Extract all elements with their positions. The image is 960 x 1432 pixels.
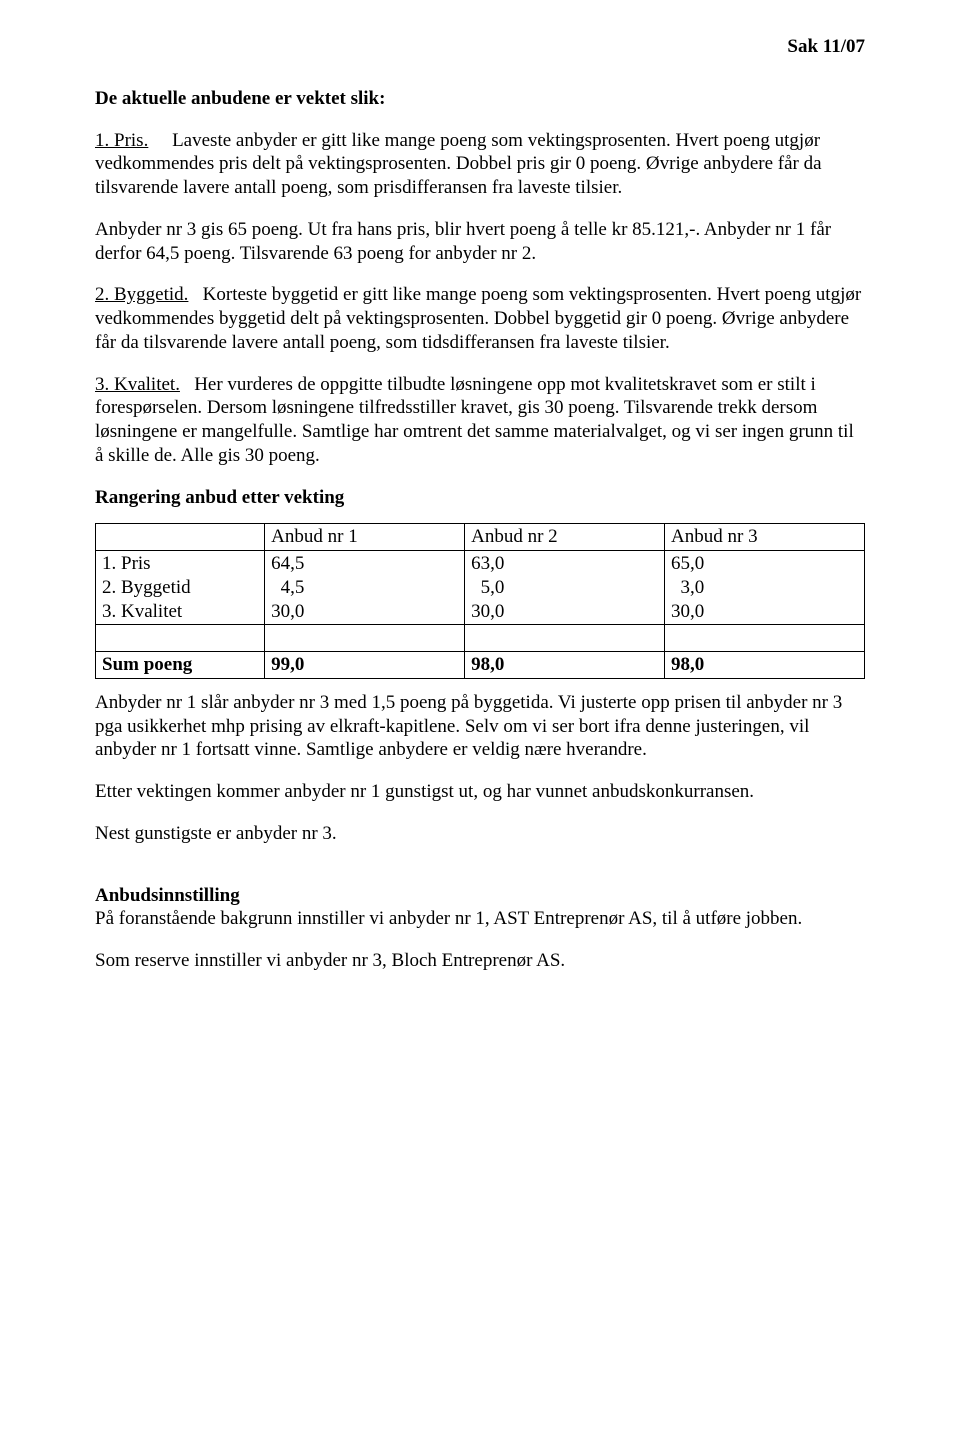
ranking-cell: 65,0 bbox=[671, 552, 858, 576]
sum-label: Sum poeng bbox=[96, 652, 265, 679]
kvalitet-text: Her vurderes de oppgitte tilbudte løsnin… bbox=[95, 374, 854, 466]
after-p3: Nest gunstigste er anbyder nr 3. bbox=[95, 822, 865, 846]
ranking-row-label-3: 3. Kvalitet bbox=[102, 600, 258, 624]
ranking-header-empty bbox=[96, 524, 265, 551]
ranking-header-col2: Anbud nr 2 bbox=[465, 524, 665, 551]
ranking-cell: 3,0 bbox=[671, 576, 858, 600]
byggetid-label: 2. Byggetid. bbox=[95, 284, 188, 305]
ranking-body-col3: 65,0 3,0 30,0 bbox=[665, 551, 865, 625]
sum-value-3: 98,0 bbox=[665, 652, 865, 679]
document-page: Sak 11/07 De aktuelle anbudene er vektet… bbox=[0, 0, 960, 1432]
byggetid-text: Korteste byggetid er gitt like mange poe… bbox=[95, 284, 861, 353]
ranking-header-col3: Anbud nr 3 bbox=[665, 524, 865, 551]
ranking-cell: 63,0 bbox=[471, 552, 658, 576]
ranking-header-row: Anbud nr 1 Anbud nr 2 Anbud nr 3 bbox=[96, 524, 865, 551]
ranking-heading: Rangering anbud etter vekting bbox=[95, 486, 865, 510]
ranking-cell: 30,0 bbox=[671, 600, 858, 624]
kvalitet-label: 3. Kvalitet. bbox=[95, 374, 180, 395]
ranking-spacer-row bbox=[96, 625, 865, 652]
ranking-header-col1: Anbud nr 1 bbox=[265, 524, 465, 551]
ranking-body-col2: 63,0 5,0 30,0 bbox=[465, 551, 665, 625]
instilling-heading: Anbudsinnstilling bbox=[95, 884, 865, 908]
ranking-row-label-2: 2. Byggetid bbox=[102, 576, 258, 600]
ranking-cell: 5,0 bbox=[471, 576, 658, 600]
ranking-cell: 30,0 bbox=[471, 600, 658, 624]
pris-text-2: Anbyder nr 3 gis 65 poeng. Ut fra hans p… bbox=[95, 218, 865, 266]
ranking-body-row: 1. Pris 2. Byggetid 3. Kvalitet 64,5 4,5… bbox=[96, 551, 865, 625]
instilling-p2: Som reserve innstiller vi anbyder nr 3, … bbox=[95, 949, 865, 973]
pris-label: 1. Pris. bbox=[95, 130, 148, 151]
ranking-sum-row: Sum poeng 99,0 98,0 98,0 bbox=[96, 652, 865, 679]
sum-value-1: 99,0 bbox=[265, 652, 465, 679]
ranking-row-label-1: 1. Pris bbox=[102, 552, 258, 576]
after-p2: Etter vektingen kommer anbyder nr 1 guns… bbox=[95, 780, 865, 804]
section-kvalitet: 3. Kvalitet. Her vurderes de oppgitte ti… bbox=[95, 373, 865, 468]
instilling-p1: På foranstående bakgrunn innstiller vi a… bbox=[95, 907, 865, 931]
section-pris: 1. Pris. Laveste anbyder er gitt like ma… bbox=[95, 129, 865, 200]
ranking-body-col1: 64,5 4,5 30,0 bbox=[265, 551, 465, 625]
case-reference: Sak 11/07 bbox=[95, 35, 865, 59]
pris-text-1: Laveste anbyder er gitt like mange poeng… bbox=[95, 130, 822, 199]
section-byggetid: 2. Byggetid. Korteste byggetid er gitt l… bbox=[95, 283, 865, 354]
intro-heading: De aktuelle anbudene er vektet slik: bbox=[95, 87, 865, 111]
ranking-body-labels: 1. Pris 2. Byggetid 3. Kvalitet bbox=[96, 551, 265, 625]
ranking-cell: 64,5 bbox=[271, 552, 458, 576]
ranking-cell: 4,5 bbox=[271, 576, 458, 600]
sum-value-2: 98,0 bbox=[465, 652, 665, 679]
ranking-table: Anbud nr 1 Anbud nr 2 Anbud nr 3 1. Pris… bbox=[95, 523, 865, 679]
after-p1: Anbyder nr 1 slår anbyder nr 3 med 1,5 p… bbox=[95, 691, 865, 762]
ranking-cell: 30,0 bbox=[271, 600, 458, 624]
